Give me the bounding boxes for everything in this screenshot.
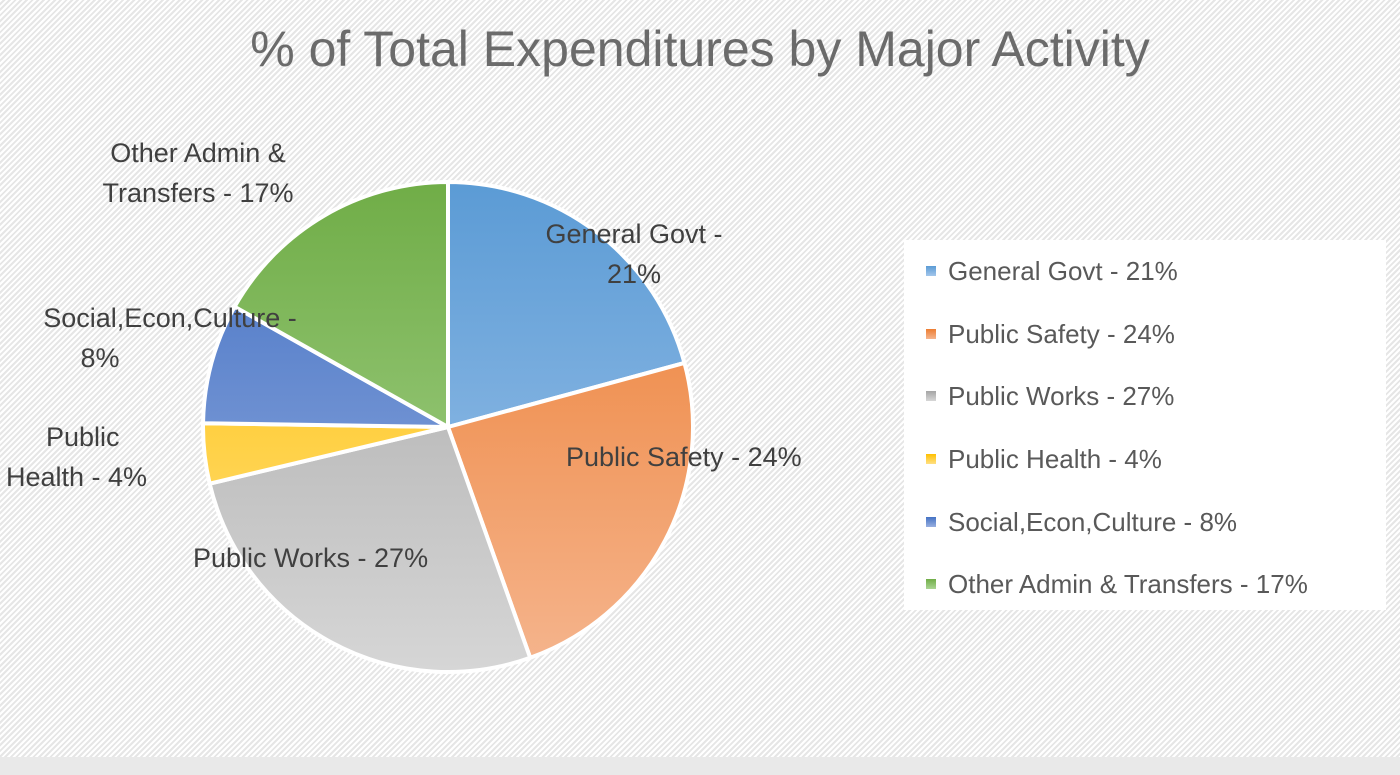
legend-swatch <box>926 391 936 401</box>
pie-slice-3 <box>207 425 533 674</box>
legend-swatch <box>926 329 936 339</box>
chart-title: % of Total Expenditures by Major Activit… <box>250 21 1150 77</box>
legend-label: Public Health - 4% <box>948 443 1162 474</box>
legend-item-general-govt: General Govt - 21% <box>926 251 1178 291</box>
legend-swatch <box>926 517 936 527</box>
legend-label: General Govt - 21% <box>948 255 1178 286</box>
data-label-public-safety: Public Safety - 24% <box>566 442 802 472</box>
legend-item-public-safety: Public Safety - 24% <box>926 314 1175 354</box>
data-label-other-admin-transfers: Other Admin & Transfers - 17% <box>102 138 294 208</box>
pie-slice-6 <box>232 180 450 429</box>
legend-label: Social,Econ,Culture - 8% <box>948 506 1238 537</box>
legend-swatch <box>926 266 936 276</box>
data-label-public-health: Public Health - 4% <box>6 422 148 492</box>
chart-legend: General Govt - 21% Public Safety - 24% P… <box>904 240 1386 610</box>
legend-label: Other Admin & Transfers - 17% <box>948 568 1308 599</box>
legend-item-public-health: Public Health - 4% <box>926 439 1162 479</box>
legend-label: Public Works - 27% <box>948 380 1175 411</box>
legend-swatch <box>926 454 936 464</box>
data-label-general-govt: General Govt - 21% <box>545 219 723 289</box>
data-label-public-works: Public Works - 27% <box>193 543 429 573</box>
pie-slice-2 <box>446 360 695 660</box>
legend-item-public-works: Public Works - 27% <box>926 376 1174 416</box>
bottom-edge <box>0 757 1400 775</box>
legend-item-other-admin-transfers: Other Admin & Transfers - 17% <box>926 564 1308 604</box>
pie-slice-1 <box>446 180 687 429</box>
data-label-social-econ-culture: Social,Econ,Culture - 8% <box>43 303 297 373</box>
pie-slice-5 <box>201 304 450 429</box>
legend-label: Public Safety - 24% <box>948 318 1175 349</box>
legend-swatch <box>926 579 936 589</box>
legend-item-social-econ-culture: Social,Econ,Culture - 8% <box>926 502 1237 542</box>
